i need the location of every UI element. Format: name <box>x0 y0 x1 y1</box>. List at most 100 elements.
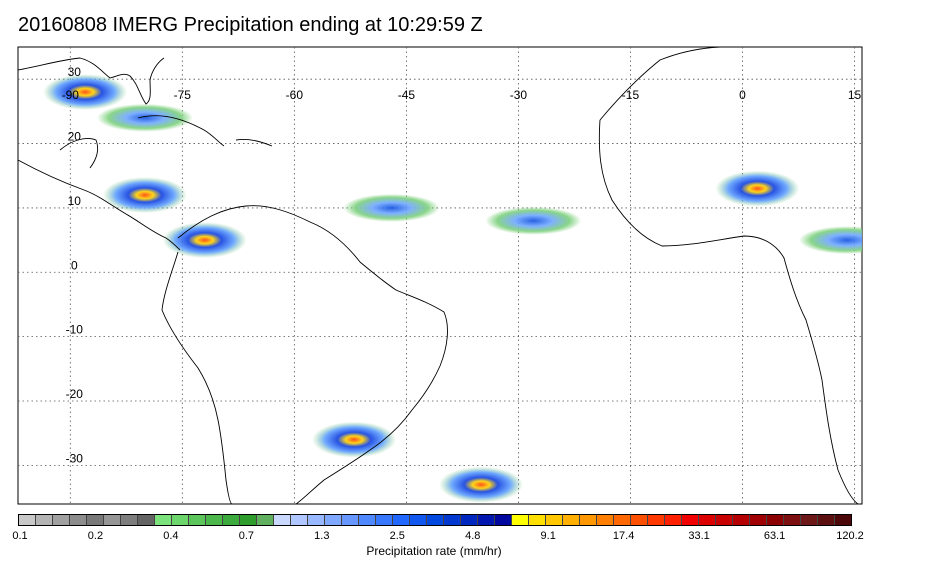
colorbar-swatch <box>580 515 597 525</box>
colorbar-swatch <box>699 515 716 525</box>
colorbar-swatch <box>478 515 495 525</box>
colorbar-swatch <box>376 515 393 525</box>
colorbar-swatch <box>495 515 512 525</box>
colorbar-swatch <box>257 515 274 525</box>
colorbar-swatch <box>512 515 529 525</box>
longitude-label: -90 <box>62 88 80 102</box>
colorbar-tick-label: 1.3 <box>314 530 330 542</box>
latitude-label: -10 <box>66 323 84 337</box>
colorbar-swatch <box>648 515 665 525</box>
colorbar-swatch <box>733 515 750 525</box>
precip-cell-atlantic-north <box>96 103 193 132</box>
latitude-label: 0 <box>71 258 78 272</box>
colorbar-swatch <box>716 515 733 525</box>
coastline-cuba <box>137 115 225 147</box>
colorbar-swatch <box>87 515 104 525</box>
colorbar-swatch <box>410 515 427 525</box>
latitude-label: 30 <box>68 65 82 79</box>
colorbar-swatch <box>767 515 784 525</box>
latitude-label: -30 <box>66 451 84 465</box>
precip-cell-colombia <box>162 222 247 259</box>
colorbar-tick-label: 9.1 <box>540 530 556 542</box>
coastline-central-america <box>18 159 181 251</box>
colorbar-swatch <box>342 515 359 525</box>
coastline-hispaniola <box>235 139 273 147</box>
colorbar-swatch <box>138 515 155 525</box>
precip-cell-gulf-of-mexico <box>43 74 128 111</box>
colorbar-swatch <box>172 515 189 525</box>
coastline-south-america <box>177 205 448 504</box>
colorbar-swatch <box>546 515 563 525</box>
longitude-label: -45 <box>398 88 416 102</box>
precip-cell-caribbean <box>102 177 187 214</box>
latitude-label: 10 <box>68 194 82 208</box>
precipitation-colorbar <box>18 514 852 526</box>
colorbar-tick-label: 0.2 <box>87 530 104 542</box>
coastline-africa <box>598 47 859 504</box>
colorbar-tick-label: 0.7 <box>238 530 255 542</box>
precip-cell-central-africa <box>799 226 862 255</box>
colorbar-swatch <box>223 515 240 525</box>
coastline-gulf-florida <box>18 57 165 105</box>
precipitation-field <box>43 74 862 503</box>
colorbar-swatch <box>274 515 291 525</box>
colorbar-tick-label: 63.1 <box>763 530 786 542</box>
latitude-label: -20 <box>66 387 84 401</box>
colorbar-tick-labels: 0.1 0.2 0.4 0.7 1.3 2.5 4.8 9.1 17.4 33.1 63.1 120.… <box>0 530 944 546</box>
map-title: 20160808 IMERG Precipitation ending at 1… <box>18 14 483 36</box>
colorbar-tick-label: 33.1 <box>688 530 710 542</box>
colorbar-swatch <box>19 515 36 525</box>
coastline-south-america-west <box>161 251 233 504</box>
precip-cell-itcz-west <box>343 193 440 222</box>
graticule <box>18 47 862 504</box>
colorbar-swatch <box>155 515 172 525</box>
colorbar-swatch <box>529 515 546 525</box>
precip-cell-south-brazil <box>312 421 397 458</box>
colorbar-swatch <box>597 515 614 525</box>
colorbar-swatch <box>818 515 835 525</box>
colorbar-swatch <box>427 515 444 525</box>
colorbar-swatch <box>784 515 801 525</box>
colorbar-tick-label: 120.2 <box>836 530 864 542</box>
colorbar-swatch <box>53 515 70 525</box>
colorbar-tick-label: 17.4 <box>612 530 635 542</box>
longitude-label: -30 <box>510 88 528 102</box>
colorbar-swatch <box>121 515 138 525</box>
colorbar-swatch <box>682 515 699 525</box>
colorbar-swatch <box>750 515 767 525</box>
colorbar-tick-label: 0.4 <box>163 530 179 542</box>
colorbar-tick-label: 2.5 <box>389 530 405 542</box>
colorbar-tick-label: 0.1 <box>12 530 28 542</box>
precip-cell-itcz-east <box>485 206 582 235</box>
colorbar-swatch <box>461 515 478 525</box>
longitude-label: -75 <box>174 88 192 102</box>
colorbar-swatch <box>325 515 342 525</box>
precip-cell-sahel <box>715 170 800 207</box>
colorbar-swatch <box>36 515 53 525</box>
longitude-label: 0 <box>739 88 746 102</box>
colorbar-swatch <box>206 515 223 525</box>
colorbar-swatch <box>665 515 682 525</box>
colorbar-swatch <box>189 515 206 525</box>
coastline-yucatan <box>59 138 99 169</box>
tick-labels: -90 -75 -60 -45 -30 -15 0 15 30 20 10 0 -10 -20 -30 <box>62 65 862 465</box>
precip-cell-south-atlantic <box>439 466 524 503</box>
colorbar-swatch <box>291 515 308 525</box>
colorbar-swatch <box>835 515 851 525</box>
longitude-label: -15 <box>622 88 640 102</box>
colorbar-swatch <box>631 515 648 525</box>
colorbar-swatch <box>801 515 818 525</box>
colorbar-swatch <box>563 515 580 525</box>
colorbar-caption: Precipitation rate (mm/hr) <box>366 544 502 558</box>
longitude-label: -60 <box>286 88 304 102</box>
colorbar-swatch <box>444 515 461 525</box>
colorbar-swatch <box>359 515 376 525</box>
colorbar-swatch <box>70 515 87 525</box>
coastlines <box>18 47 859 504</box>
colorbar-swatch <box>104 515 121 525</box>
longitude-label: 15 <box>848 88 862 102</box>
latitude-label: 20 <box>68 130 82 144</box>
colorbar-swatch <box>308 515 325 525</box>
colorbar-tick-label: 4.8 <box>465 530 481 542</box>
